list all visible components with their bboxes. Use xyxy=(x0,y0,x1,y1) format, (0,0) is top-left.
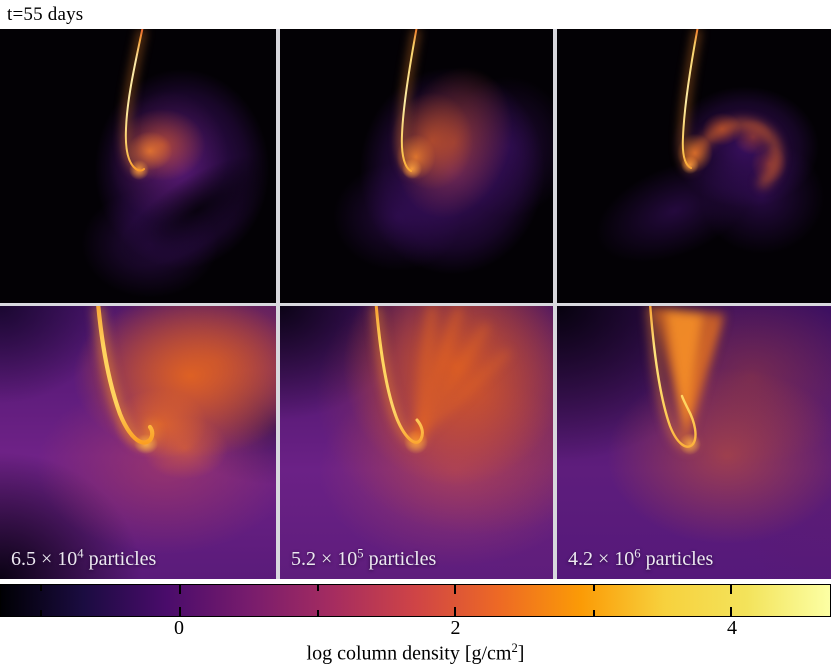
label-suffix: particles xyxy=(640,548,714,570)
density-panel-top-right xyxy=(557,29,831,303)
density-panel-top-middle xyxy=(280,29,553,303)
label-base: 5.2 × 10 xyxy=(291,548,358,570)
label-suffix: particles xyxy=(83,548,157,570)
figure-header: t=55 days xyxy=(0,0,831,29)
density-panel-bottom-left: 6.5 × 104 particles xyxy=(0,306,276,579)
particle-count-label: 5.2 × 105 particles xyxy=(291,546,437,571)
colorbar-major-tick xyxy=(730,585,733,594)
axis-label-suffix: ] xyxy=(517,642,525,665)
colorbar-tick-labels: 0 2 4 xyxy=(0,617,831,644)
colorbar-minor-tick xyxy=(40,610,43,616)
density-panel-top-left xyxy=(0,29,276,303)
tidal-stream xyxy=(681,29,699,169)
colorbar-minor-tick xyxy=(316,610,319,616)
label-exponent: 4 xyxy=(77,546,84,561)
colorbar-major-tick xyxy=(178,585,181,594)
tidal-stream xyxy=(374,306,424,444)
axis-label-base: log column density [g/cm xyxy=(306,642,512,665)
label-base: 4.2 × 10 xyxy=(568,548,635,570)
colorbar-tick-label-4: 4 xyxy=(727,617,738,639)
colorbar-tick-label-2: 2 xyxy=(450,617,461,639)
time-label: t=55 days xyxy=(7,3,84,25)
colorbar-major-tick xyxy=(730,607,733,616)
colorbar-minor-tick xyxy=(316,585,319,591)
tidal-stream xyxy=(124,29,145,172)
colorbar-major-tick xyxy=(454,607,457,616)
colorbar-major-tick xyxy=(454,585,457,594)
panel-grid: 6.5 × 104 particles 5.2 × 105 particles xyxy=(0,29,831,579)
colorbar-minor-tick xyxy=(592,585,595,591)
label-exponent: 6 xyxy=(634,546,641,561)
particle-count-label: 4.2 × 106 particles xyxy=(568,546,714,571)
tidal-stream xyxy=(96,306,155,445)
density-panel-bottom-right: 4.2 × 106 particles xyxy=(557,306,831,579)
colorbar xyxy=(0,584,831,617)
axis-label-exponent: 2 xyxy=(511,641,518,655)
colorbar-tick-label-0: 0 xyxy=(173,617,184,639)
particle-count-label: 6.5 × 104 particles xyxy=(11,546,157,571)
label-suffix: particles xyxy=(363,548,437,570)
tidal-stream xyxy=(649,306,697,448)
colorbar-minor-tick xyxy=(40,585,43,591)
colorbar-area: 0 2 4 log column density [g/cm2] xyxy=(0,584,831,666)
colorbar-minor-tick xyxy=(592,610,595,616)
density-panel-bottom-middle: 5.2 × 105 particles xyxy=(280,306,553,579)
label-base: 6.5 × 10 xyxy=(11,548,78,570)
label-exponent: 5 xyxy=(357,546,364,561)
colorbar-major-tick xyxy=(178,607,181,616)
tidal-stream xyxy=(400,29,418,172)
colorbar-axis-label: log column density [g/cm2] xyxy=(0,641,831,666)
